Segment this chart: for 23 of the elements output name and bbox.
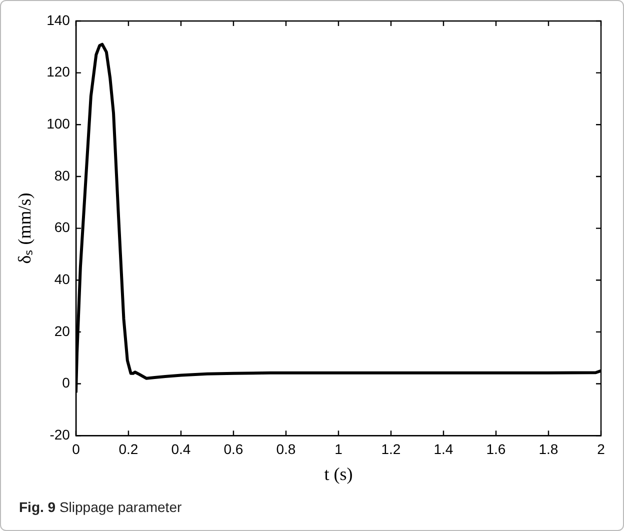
y-tick-label: 60: [54, 219, 70, 236]
y-tick-label: 20: [54, 322, 70, 339]
x-tick-label: 0.2: [118, 440, 138, 457]
caption: Fig. 9 Slippage parameter: [19, 499, 182, 515]
x-tick-label: 0.6: [224, 440, 244, 457]
y-tick-label: 140: [46, 12, 70, 28]
y-tick-label: 120: [46, 64, 70, 80]
x-tick-label: 1.4: [434, 440, 454, 457]
y-axis-title: δₛ (mm/s): [14, 192, 35, 264]
y-tick-label: 80: [54, 167, 70, 184]
x-axis-title: t (s): [324, 464, 353, 484]
x-tick-label: 0.4: [171, 440, 191, 457]
x-tick-label: 1.8: [538, 440, 558, 457]
y-tick-label: 100: [46, 116, 70, 132]
x-tick-label: 1.2: [381, 440, 401, 457]
y-tick-label: -20: [50, 426, 70, 442]
x-tick-label: 0: [72, 440, 80, 457]
x-tick-label: 2: [597, 440, 606, 457]
x-tick-label: 1.6: [486, 440, 506, 457]
y-tick-label: 0: [62, 374, 70, 391]
x-tick-label: 0.8: [276, 440, 296, 457]
x-tick-label: 1: [334, 440, 343, 457]
y-tick-label: 40: [54, 270, 70, 287]
